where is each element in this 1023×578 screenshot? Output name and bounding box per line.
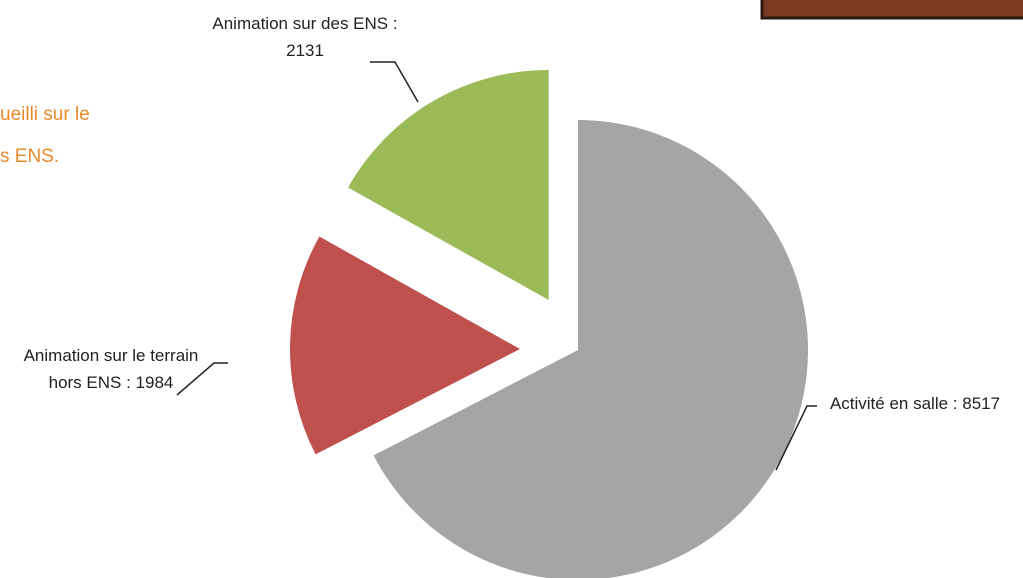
data-label: Animation sur des ENS : 2131 xyxy=(205,10,405,64)
category-label: Animation sur le terrain hors ENS : xyxy=(23,346,199,392)
annotation: s ENS. xyxy=(0,146,60,167)
leader-line xyxy=(370,61,419,103)
value-label: 2131 xyxy=(286,41,324,60)
annotation: ueilli sur le xyxy=(0,104,90,125)
pie-slice xyxy=(290,236,521,455)
category-label: Animation sur des ENS : xyxy=(212,14,398,33)
leader-line xyxy=(775,405,817,471)
category-label: Activité en salle : xyxy=(829,394,958,413)
pie-slice xyxy=(348,69,549,300)
data-label: Activité en salle : 8517 xyxy=(812,390,1018,417)
slices xyxy=(290,69,808,578)
leader-line xyxy=(176,362,228,396)
data-label: Animation sur le terrain hors ENS : 1984 xyxy=(18,342,204,396)
value-label: 1984 xyxy=(135,373,174,392)
value-label: 8517 xyxy=(962,394,1001,413)
decor-box xyxy=(760,0,1023,20)
pie-slice xyxy=(373,120,808,578)
